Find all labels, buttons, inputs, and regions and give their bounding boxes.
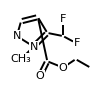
Text: N: N	[29, 42, 38, 52]
Text: O: O	[36, 71, 44, 81]
Text: N: N	[13, 31, 21, 41]
Text: CH₃: CH₃	[11, 54, 31, 64]
Text: F: F	[60, 14, 66, 24]
Text: F: F	[74, 38, 80, 48]
Text: O: O	[59, 63, 67, 73]
